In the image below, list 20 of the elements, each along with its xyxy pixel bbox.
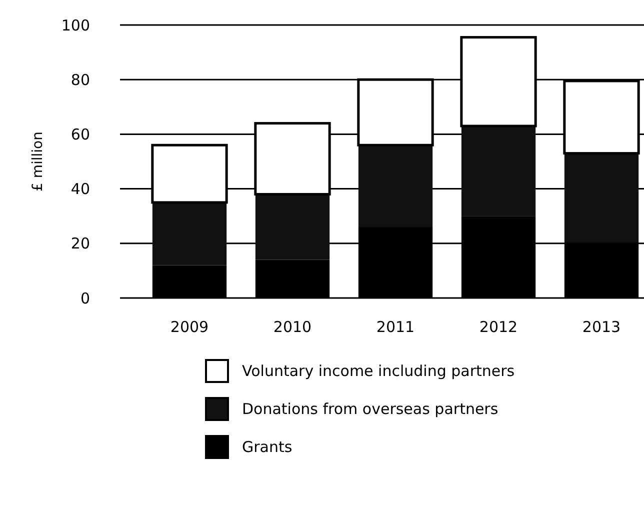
y-tick-label: 80 xyxy=(70,70,90,89)
bar xyxy=(461,126,536,216)
bar xyxy=(564,153,639,242)
y-axis-title: £ million xyxy=(30,132,46,192)
legend-label: Voluntary income including partners xyxy=(242,362,515,380)
legend-label: Grants xyxy=(242,438,292,456)
x-tick-label: 2013 xyxy=(582,318,621,336)
y-tick-label: 60 xyxy=(70,125,90,144)
x-tick-label: 2009 xyxy=(170,318,209,336)
bar xyxy=(358,145,433,228)
bar xyxy=(152,202,227,266)
y-tick-label: 40 xyxy=(70,180,90,198)
y-tick-label: 20 xyxy=(70,234,90,253)
y-tick-label: 0 xyxy=(80,289,90,308)
x-tick-label: 2011 xyxy=(376,318,415,336)
y-tick-label: 100 xyxy=(61,16,90,34)
x-tick-label: 2012 xyxy=(479,318,518,336)
x-tick-label: 2010 xyxy=(273,318,312,336)
bar xyxy=(255,194,330,260)
legend-label: Donations from overseas partners xyxy=(242,400,498,418)
